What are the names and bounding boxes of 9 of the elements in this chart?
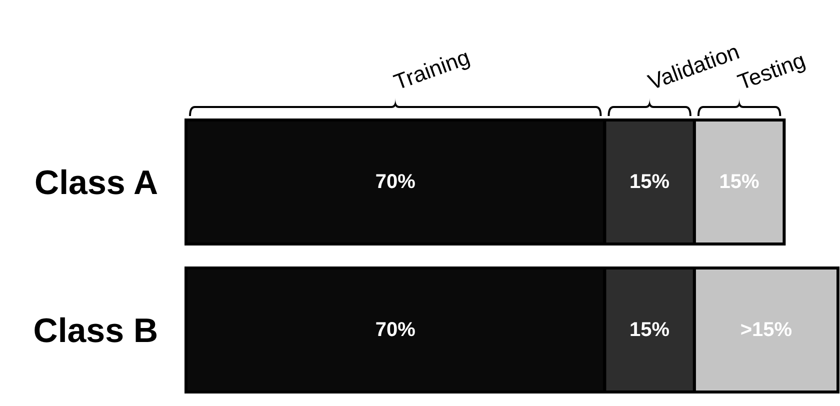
y-tick-label: Class B bbox=[33, 312, 158, 350]
text: Training bbox=[390, 44, 473, 95]
data-label: >15% bbox=[740, 319, 792, 341]
data-label: 15% bbox=[630, 319, 670, 341]
data-label: 70% bbox=[375, 171, 416, 193]
y-tick-label: Class A bbox=[34, 164, 158, 202]
data-label: 15% bbox=[719, 171, 760, 193]
data-label: 70% bbox=[375, 319, 416, 341]
data-label: 15% bbox=[630, 171, 670, 193]
